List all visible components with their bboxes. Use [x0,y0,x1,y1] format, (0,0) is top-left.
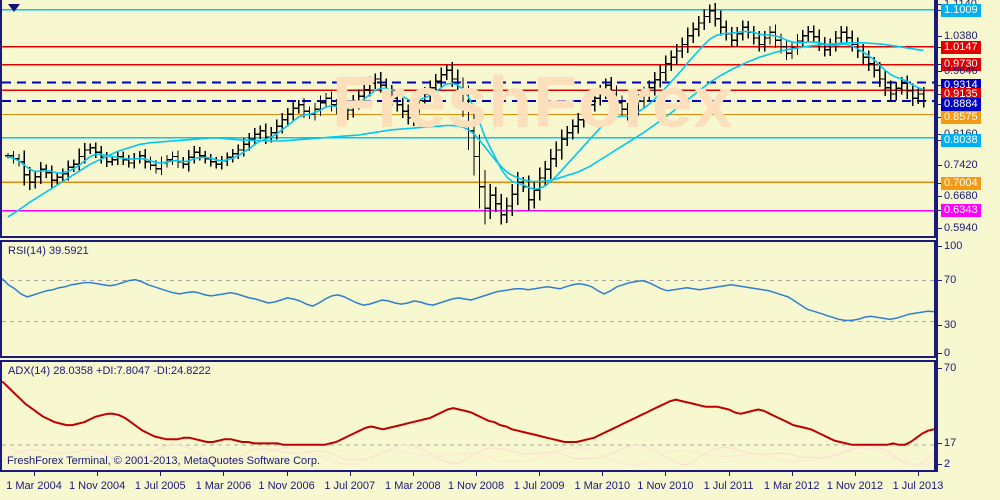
price-level-label[interactable]: 1.0147 [941,41,981,54]
time-axis-label: 1 Mar 2008 [385,480,441,492]
price-scale-label: 0.7420 [944,159,978,171]
adx-scale-label: 70 [944,362,957,374]
rsi-plot-area[interactable] [2,242,934,356]
time-axis-label: 1 Jul 2007 [324,480,376,492]
adx-scale-tick [938,368,942,369]
rsi-scale-label: 70 [944,274,957,286]
chart-top-marker-icon [8,4,20,12]
time-axis-label: 1 Mar 2012 [763,480,820,492]
price-scale-label: 0.9646 [944,65,978,77]
price-scale-tick [938,64,942,65]
price-scale-tick [938,85,942,86]
rsi-panel[interactable]: RSI(14) 39.5921 [0,240,936,358]
time-axis-label: 1 Nov 2004 [69,480,126,492]
price-scale-tick [938,94,942,95]
price-scale-tick [938,183,942,184]
rsi-scale-tick [938,353,942,354]
price-scale-tick [938,4,942,5]
price-scale-tick [938,196,942,197]
adx-plot-area[interactable] [2,362,934,470]
rsi-scale-tick [938,246,942,247]
time-axis-tick [728,472,730,476]
price-scale-tick [938,117,942,118]
price-level-label[interactable]: 0.9730 [941,58,981,71]
price-scale-label: 0.5940 [944,222,978,234]
adx-chart-svg [2,380,934,467]
time-axis-tick [97,472,99,476]
price-chart-panel[interactable]: FreshForex [0,0,936,238]
time-axis-tick [160,472,162,476]
time-axis-tick [412,472,414,476]
price-scale-tick [938,47,942,48]
status-bar: FreshForex Terminal, © 2001-2013, MetaQu… [7,455,320,467]
time-axis-tick [602,472,604,476]
time-axis-label: 1 Nov 2012 [826,480,883,492]
price-scale-tick [938,104,942,105]
time-axis-label: 1 Mar 2010 [574,480,631,492]
time-axis-label: 1 Mar 2004 [6,480,62,492]
time-axis-tick [286,472,288,476]
time-axis-tick [854,472,856,476]
rsi-chart-svg [2,278,934,322]
adx-scale-label: 17 [944,437,957,449]
time-axis-tick [918,472,919,476]
time-axis-tick [223,472,225,476]
time-axis-label: 1 Mar 2006 [195,480,252,492]
time-axis-label: 1 Nov 2006 [258,480,315,492]
time-axis-label: 1 Jul 2009 [513,480,565,492]
price-scale-label: 0.6680 [944,190,978,202]
time-axis-tick [476,472,477,476]
adx-scale-tick [938,464,942,465]
adx-caption: ADX(14) 28.0358 +DI:7.8047 -DI:24.8222 [8,365,211,377]
time-axis-tick [791,472,793,476]
price-scale-tick [938,210,942,211]
price-scale-label: 1.0380 [944,30,978,42]
adx-panel[interactable]: ADX(14) 28.0358 +DI:7.8047 -DI:24.8222 [0,360,936,472]
rsi-scale-label: 30 [944,319,957,331]
time-axis-label: 1 Jul 2013 [892,480,944,492]
adx-scale-tick [938,443,942,444]
price-scale-tick [938,36,942,37]
price-scale-tick [938,228,942,229]
price-chart-svg [2,3,934,225]
price-plot-area[interactable] [2,0,934,236]
rsi-scale-label: 0 [944,347,951,359]
time-axis-label: 1 Jul 2005 [134,480,186,492]
time-axis-tick [665,472,667,476]
time-axis-label: 1 Nov 2010 [637,480,694,492]
time-axis-tick [349,472,351,476]
rsi-scale-tick [938,280,942,281]
price-scale-tick [938,134,942,135]
price-scale-tick [938,10,942,11]
price-level-label[interactable]: 0.8884 [941,98,981,111]
rsi-scale-tick [938,325,942,326]
time-axis-label: 1 Nov 2008 [447,480,505,492]
rsi-scale-label: 100 [944,240,963,252]
price-level-label[interactable]: 0.8575 [941,111,981,124]
price-level-label[interactable]: 0.7004 [941,177,981,190]
price-scale[interactable]: 1.11401.10091.03801.01470.97300.96460.93… [936,0,1000,472]
price-level-label[interactable]: 0.6343 [941,204,981,217]
price-scale-tick [938,71,942,72]
rsi-caption: RSI(14) 39.5921 [8,245,89,257]
price-level-label[interactable]: 0.8038 [941,134,981,147]
price-scale-tick [938,140,942,141]
time-axis-tick [539,472,541,476]
price-scale-tick [938,165,942,166]
adx-scale-label: 2 [944,458,951,470]
time-axis-tick [34,472,35,476]
price-level-label[interactable]: 0.9135 [941,88,981,101]
price-level-label[interactable]: 1.1009 [941,4,981,17]
time-axis[interactable]: 1 Mar 2004 1 Nov 2004 1 Jul 2005 1 Mar 2006… [0,472,1000,500]
time-axis-label: 1 Jul 2011 [703,480,754,492]
